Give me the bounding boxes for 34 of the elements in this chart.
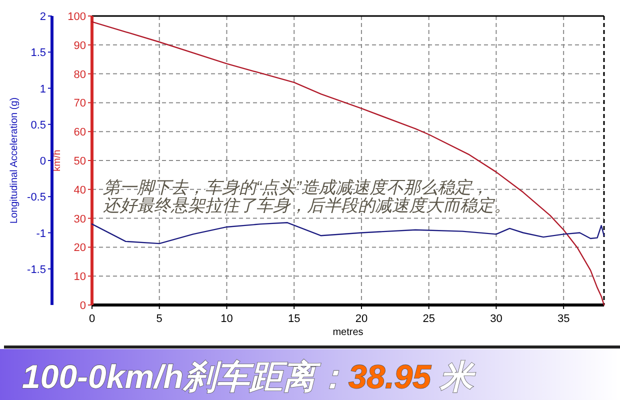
y2-tick-label: -1	[36, 228, 46, 240]
x-tick-label: 15	[288, 313, 300, 325]
y2-tick-label: -1.5	[27, 264, 46, 276]
y-tick-label: 0	[80, 300, 86, 312]
x-tick-label: 25	[422, 313, 435, 325]
y-axis-title: km/h	[52, 150, 63, 172]
x-tick-label: 0	[88, 313, 96, 325]
y2-tick-label: 1	[40, 83, 46, 96]
y-tick-label: 90	[74, 40, 86, 52]
y-tick-label: 20	[74, 242, 86, 254]
line-series	[91, 222, 605, 244]
y2-axis-title: Longitudinal Acceleration (g)	[9, 97, 20, 224]
annotation: 还好最终悬架拉住了车身，后半段的减速度大而稳定。	[103, 196, 511, 215]
y-tick-label: 10	[74, 271, 86, 284]
y-tick-label: 40	[74, 184, 86, 196]
text: 100-0km/h刹车距离：38.95 米	[22, 358, 476, 395]
line-series	[91, 21, 605, 306]
y2-tick-label: 1.5	[30, 47, 46, 60]
y2-tick-label: 0	[40, 156, 46, 168]
y-tick-label: 80	[74, 68, 86, 81]
y-tick-label: 100	[68, 11, 86, 23]
y2-tick-label: -0.5	[27, 192, 46, 204]
y-tick-label: 70	[74, 98, 86, 110]
y-tick-label: 60	[74, 126, 86, 139]
x-tick-label: 30	[490, 313, 502, 325]
y2-tick-label: 2	[40, 11, 46, 23]
y2-tick-label: 0.5	[30, 119, 46, 132]
x-tick-label: 35	[557, 313, 570, 325]
y-tick-label: 30	[74, 213, 86, 226]
x-axis-title: metres	[332, 327, 364, 338]
x-tick-label: 10	[220, 313, 233, 325]
x-tick-label: 5	[156, 313, 162, 325]
y-tick-label: 50	[74, 156, 86, 168]
x-tick-label: 20	[355, 313, 368, 325]
